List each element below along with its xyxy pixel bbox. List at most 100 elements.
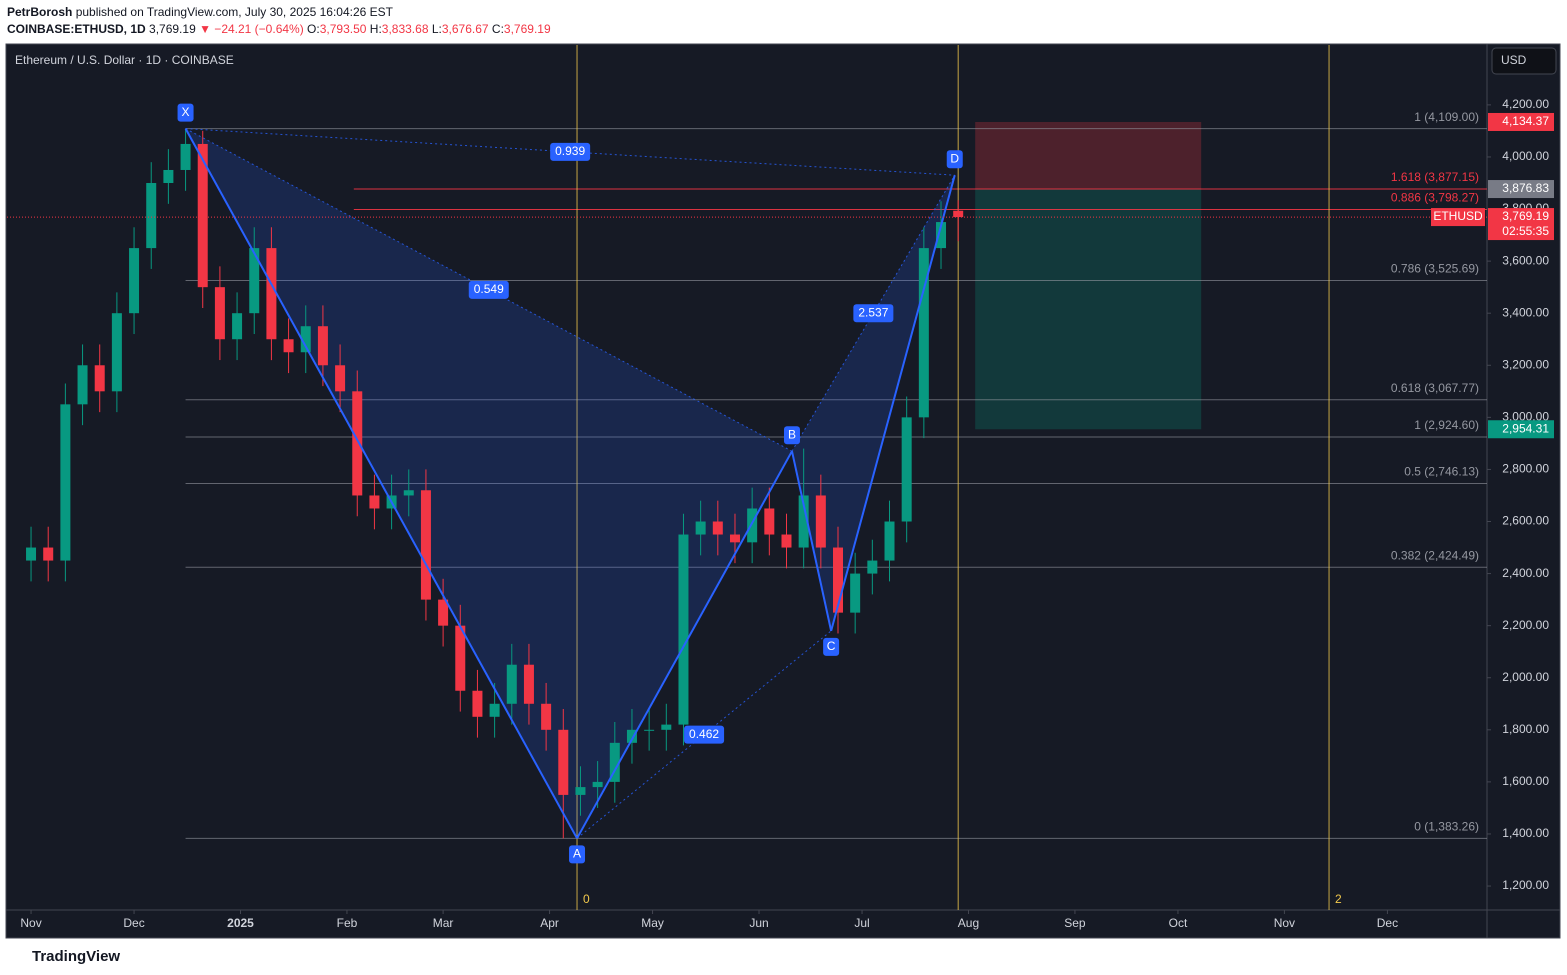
candle-body bbox=[541, 703, 552, 730]
candle-body bbox=[489, 703, 500, 717]
fib-label: 0.618 (3,067.77) bbox=[1391, 381, 1479, 395]
candle-body bbox=[781, 534, 792, 548]
ohlc-key: C: bbox=[491, 22, 504, 36]
pattern-leg bbox=[184, 128, 578, 839]
point-label: C bbox=[827, 639, 836, 653]
point-label: X bbox=[182, 105, 190, 119]
fib-label: 0.886 (3,798.27) bbox=[1391, 191, 1479, 205]
position-box bbox=[1488, 180, 1554, 199]
candle-body bbox=[111, 313, 122, 392]
candle-body bbox=[644, 729, 655, 731]
symbol: COINBASE:ETHUSD, 1D bbox=[7, 22, 146, 36]
candle-body bbox=[764, 508, 775, 535]
candle-body bbox=[884, 521, 895, 561]
candle-body bbox=[901, 417, 912, 522]
point-box bbox=[783, 426, 800, 445]
y-tick-label: 3,400.00 bbox=[1502, 305, 1549, 319]
candle-body bbox=[180, 143, 191, 170]
point-label: D bbox=[950, 151, 959, 165]
position-label: 4,134.37 bbox=[1502, 114, 1549, 128]
y-tick-label: 3,800.00 bbox=[1502, 201, 1549, 215]
stop-zone bbox=[975, 121, 1202, 190]
candle-body bbox=[60, 404, 71, 561]
candle-body bbox=[729, 534, 740, 543]
fib-label: 0 (1,383.26) bbox=[1414, 819, 1479, 833]
candle-body bbox=[953, 210, 964, 218]
y-tick-label: 3,000.00 bbox=[1502, 410, 1549, 424]
candle-body bbox=[798, 495, 809, 548]
candle-body bbox=[678, 534, 689, 725]
y-tick-label: 2,200.00 bbox=[1502, 618, 1549, 632]
x-tick-label: Oct bbox=[1169, 916, 1188, 930]
candle-body bbox=[712, 521, 723, 535]
ratio-label: 0.549 bbox=[474, 282, 504, 296]
ratio-line bbox=[576, 630, 832, 839]
candle-body bbox=[558, 729, 569, 795]
currency-button[interactable] bbox=[1491, 47, 1557, 75]
y-tick-label: 4,200.00 bbox=[1502, 97, 1549, 111]
ratio-line bbox=[185, 128, 793, 452]
ohlc-value: 3,769.19 bbox=[503, 22, 551, 36]
x-tick-label: Jul bbox=[854, 916, 869, 930]
ratio-label: 0.939 bbox=[555, 144, 585, 158]
fib-label: 1.618 (3,877.15) bbox=[1391, 170, 1479, 184]
position-label: 3,876.83 bbox=[1502, 181, 1549, 195]
ratio-box bbox=[468, 280, 509, 299]
candle-body bbox=[867, 560, 878, 574]
x-tick-label: Apr bbox=[540, 916, 559, 930]
pattern-area bbox=[791, 175, 955, 631]
candle-body bbox=[575, 787, 586, 795]
candle-body bbox=[77, 365, 88, 405]
pattern-area bbox=[185, 128, 792, 839]
position-box bbox=[1488, 112, 1554, 131]
fib-label: 1 (4,109.00) bbox=[1414, 110, 1479, 124]
fib-label: 0.382 (2,424.49) bbox=[1391, 548, 1479, 562]
y-tick-label: 3,600.00 bbox=[1502, 253, 1549, 267]
last-price-label: 3,769.19 bbox=[1502, 209, 1549, 223]
header-line: PetrBorosh published on TradingView.com,… bbox=[7, 5, 393, 19]
candle-body bbox=[26, 547, 37, 561]
candle-body bbox=[369, 495, 380, 509]
point-label: B bbox=[788, 427, 796, 441]
y-tick-label: 3,200.00 bbox=[1502, 357, 1549, 371]
candle-body bbox=[129, 248, 140, 314]
candle-body bbox=[317, 326, 328, 366]
time-line-label: 0 bbox=[583, 892, 590, 906]
y-tick-label: 4,000.00 bbox=[1502, 149, 1549, 163]
candle-body bbox=[626, 729, 637, 743]
chart-bg bbox=[5, 43, 1561, 939]
x-tick-label: May bbox=[641, 916, 664, 930]
candle-body bbox=[335, 365, 346, 392]
y-tick-label: 2,400.00 bbox=[1502, 566, 1549, 580]
point-box bbox=[177, 103, 194, 122]
symbol-label: ETHUSD bbox=[1433, 209, 1483, 223]
pattern-leg bbox=[830, 174, 956, 632]
y-tick-label: 1,800.00 bbox=[1502, 722, 1549, 736]
pattern-leg bbox=[576, 450, 793, 839]
currency: USD bbox=[1501, 53, 1527, 67]
candle-body bbox=[747, 508, 758, 543]
pattern-leg bbox=[791, 450, 833, 632]
ratio-line bbox=[791, 174, 956, 452]
candle-body bbox=[214, 287, 225, 340]
candle-body bbox=[163, 169, 174, 184]
header-quote: COINBASE:ETHUSD, 1D 3,769.19 ▼ −24.21 (−… bbox=[7, 22, 551, 36]
point-label: A bbox=[573, 846, 581, 860]
x-tick-label: Dec bbox=[1377, 916, 1398, 930]
x-tick-label: Sep bbox=[1064, 916, 1086, 930]
candle-body bbox=[249, 248, 260, 314]
last-price-box bbox=[1488, 208, 1554, 241]
ratio-box bbox=[853, 304, 894, 323]
candle-body bbox=[592, 781, 603, 788]
candle-body bbox=[300, 326, 311, 353]
ratio-box bbox=[550, 142, 591, 161]
fib-label: 1 (2,924.60) bbox=[1414, 418, 1479, 432]
ohlc-value: 3,833.68 bbox=[381, 22, 429, 36]
candle-body bbox=[506, 664, 517, 704]
ohlc-key: L: bbox=[431, 22, 442, 36]
y-tick-label: 2,800.00 bbox=[1502, 462, 1549, 476]
candle-body bbox=[438, 599, 449, 626]
x-tick-label: Aug bbox=[958, 916, 979, 930]
fib-label: 0.5 (2,746.13) bbox=[1404, 465, 1479, 479]
ohlc-value: 3,793.50 bbox=[319, 22, 367, 36]
